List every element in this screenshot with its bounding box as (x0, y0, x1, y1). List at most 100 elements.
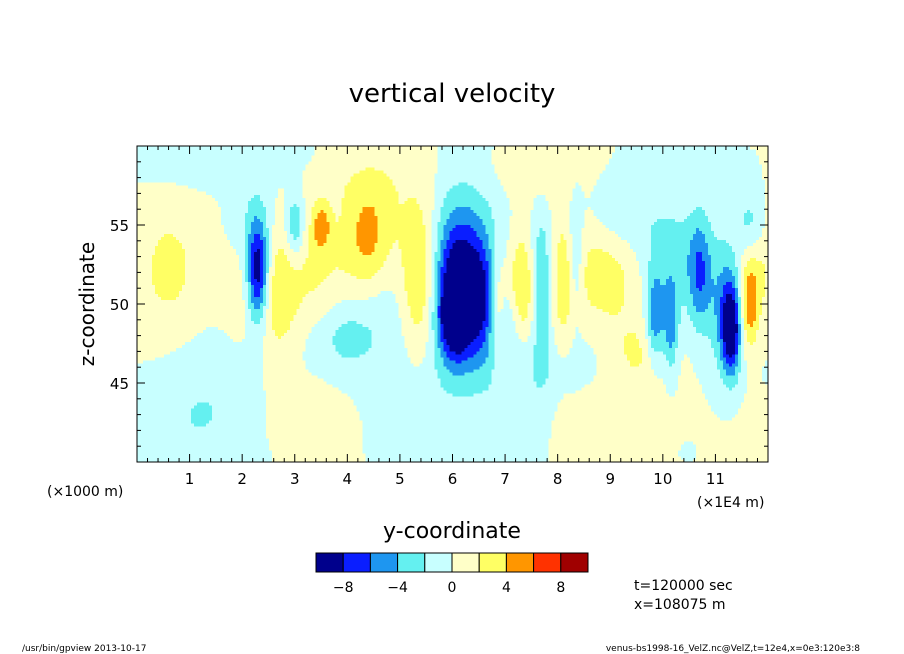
heatmap-cell-1857 (686, 260, 697, 264)
heatmap-cell-2018 (185, 248, 237, 252)
heatmap-cell-1594 (710, 275, 718, 280)
heatmap-cell-2001 (551, 251, 559, 255)
heatmap-cell-1414 (557, 284, 571, 289)
heatmap-cell-543 (749, 341, 754, 346)
heatmap-cell-2202 (725, 239, 757, 243)
x-tick-label: 5 (395, 470, 405, 488)
heatmap-cell-1501 (266, 278, 270, 283)
heatmap-cell-2646 (317, 197, 327, 201)
heatmap-cell-2070 (233, 245, 246, 249)
heatmap-cell-2494 (569, 215, 586, 219)
heatmap-cell-1872 (254, 257, 261, 261)
heatmap-cell-1956 (611, 254, 637, 258)
heatmap-cell-1607 (245, 272, 249, 277)
heatmap-cell-1970 (248, 251, 252, 255)
heatmap-cell-737 (491, 326, 496, 331)
heatmap-cell-2476 (299, 215, 306, 219)
heatmap-cell-1261 (548, 293, 553, 298)
heatmap-cell-1752 (647, 266, 688, 270)
heatmap-cell-541 (740, 341, 745, 346)
heatmap-cell-2151 (572, 242, 583, 246)
heatmap-cell-159 (581, 386, 667, 391)
heatmap-cell-894 (410, 314, 424, 319)
heatmap-cell-582 (740, 338, 745, 343)
heatmap-cell-1063 (680, 305, 688, 310)
heatmap-cell-189 (677, 380, 700, 385)
heatmap-cell-655 (575, 332, 583, 337)
heatmap-cell-27 (548, 446, 682, 451)
heatmap-cell-1512 (485, 278, 490, 283)
heatmap-cell-2329 (245, 227, 252, 231)
heatmap-cell-1463 (548, 281, 553, 286)
heatmap-cell-49 (551, 434, 768, 439)
heatmap-cell-1536 (695, 278, 706, 283)
heatmap-cell-735 (482, 326, 487, 331)
heatmap-cell-454 (548, 347, 559, 352)
heatmap-cell-152 (701, 389, 748, 394)
heatmap-cell-648 (488, 332, 496, 337)
heatmap-cell-1924 (260, 254, 264, 258)
heatmap-cell-2386 (485, 224, 496, 228)
heatmap-cell-1547 (137, 275, 153, 280)
heatmap-cell-773 (482, 323, 490, 328)
heatmap-cell-2334 (284, 227, 291, 231)
heatmap-cell-1298 (425, 290, 433, 295)
heatmap-cell-339 (137, 356, 156, 361)
heatmap-cell-745 (578, 326, 646, 331)
heatmap-cell-1522 (551, 278, 559, 283)
heatmap-cell-1354 (491, 287, 496, 292)
heatmap-cell-2717 (503, 185, 577, 189)
heatmap-cell-891 (293, 314, 324, 319)
heatmap-cell-10 (680, 455, 697, 460)
heatmap-cell-2800 (314, 152, 439, 156)
heatmap-cell-2793 (137, 155, 312, 159)
heatmap-cell-2699 (344, 188, 397, 192)
heatmap-cell-2616 (569, 203, 766, 207)
heatmap-cell-2034 (359, 248, 375, 252)
heatmap-cell-1855 (638, 260, 649, 264)
heatmap-cell-2136 (446, 242, 454, 246)
heatmap-cell-1010 (674, 308, 682, 313)
heatmap-cell-864 (536, 317, 550, 322)
heatmap-cell-1240 (269, 293, 273, 298)
heatmap-cell-1621 (431, 272, 436, 277)
heatmap-cell-1336 (248, 287, 252, 292)
footer-left: /usr/bin/gpview 2013-10-17 (22, 644, 146, 654)
heatmap-cell-1044 (491, 305, 496, 310)
heatmap-cell-475 (335, 344, 372, 349)
heatmap-cell-573 (650, 338, 667, 343)
heatmap-cell-854 (437, 317, 442, 322)
heatmap-cell-2485 (422, 215, 433, 219)
heatmap-cell-226 (263, 371, 312, 376)
heatmap-cell-459 (641, 347, 649, 352)
heatmap-cell-709 (677, 329, 697, 334)
heatmap-cell-2134 (437, 242, 442, 246)
heatmap-cell-2414 (431, 221, 439, 225)
heatmap-cell-292 (548, 362, 598, 367)
heatmap-cell-680 (266, 329, 276, 334)
heatmap-cell-1910 (701, 257, 712, 261)
heatmap-cell-2702 (449, 188, 478, 192)
heatmap-cell-1036 (410, 305, 424, 310)
heatmap-cell-1805 (647, 263, 688, 267)
heatmap-cell-1294 (308, 290, 381, 295)
heatmap-cell-2114 (182, 242, 231, 246)
heatmap-cell-28 (680, 446, 697, 451)
heatmap-cell-1748 (578, 266, 586, 270)
heatmap-cell-133 (743, 395, 768, 400)
heatmap-cell-245 (263, 368, 309, 373)
heatmap-cell-2058 (581, 248, 592, 252)
heatmap-cell-1634 (536, 272, 550, 277)
heatmap-cell-134 (137, 392, 267, 397)
heatmap-cell-1281 (765, 293, 768, 298)
heatmap-cell-1667 (266, 269, 270, 273)
heatmap-cell-1950 (551, 254, 559, 258)
heatmap-cell-1812 (746, 263, 766, 267)
heatmap-cell-1955 (587, 254, 613, 258)
heatmap-cell-1457 (494, 281, 499, 286)
heatmap-cell-1690 (551, 269, 559, 273)
heatmap-cell-835 (737, 320, 742, 325)
heatmap-cell-2633 (488, 200, 511, 204)
heatmap-cell-1011 (680, 308, 688, 313)
heatmap-cell-1546 (765, 278, 768, 283)
